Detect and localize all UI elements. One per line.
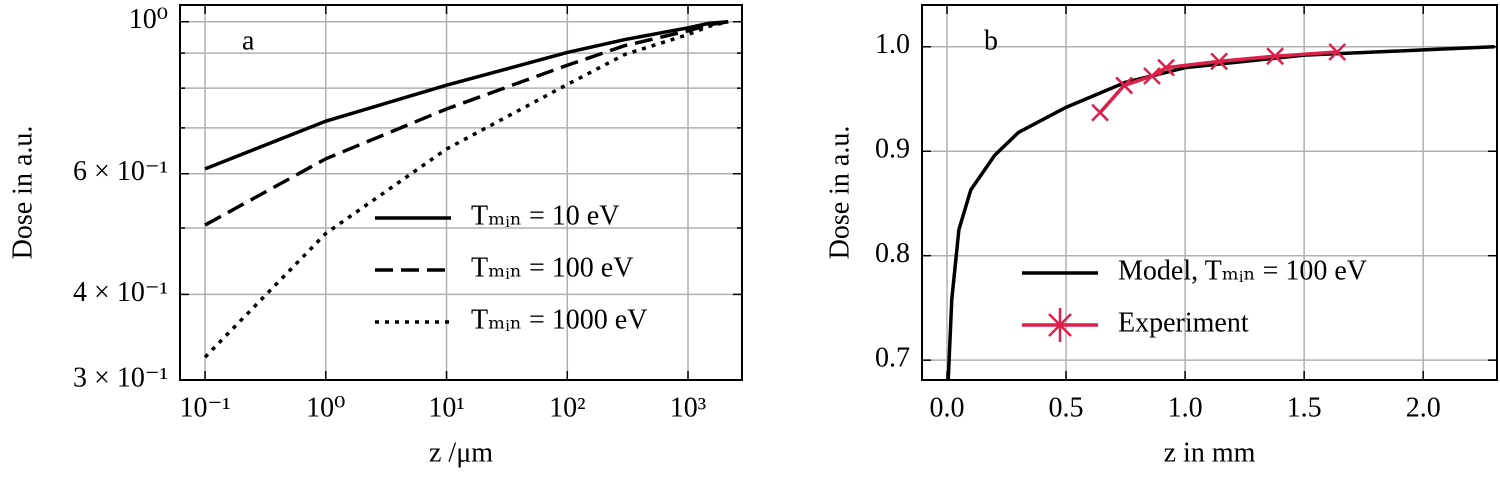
plot-area — [946, 43, 1495, 380]
panel: 10⁻¹ 10⁰ 10¹ 10² 10³ 3 × 10⁻¹ 4 × 10⁻¹ 6 × 10⁻¹… — [7, 4, 743, 468]
x-axis-label: z /μm — [429, 437, 493, 468]
x-tick-label: 10³ — [670, 392, 706, 423]
legend-marker — [1048, 308, 1072, 342]
x-tick-label: 0.5 — [1049, 392, 1084, 423]
y-axis-label: Dose in a.u. — [7, 126, 38, 260]
series-line — [204, 20, 729, 171]
data-marker — [1143, 67, 1161, 85]
legend-label: Experiment — [1118, 307, 1249, 338]
x-tick-label: 10² — [549, 392, 585, 423]
legend-label: Tₘᵢₙ = 10 eV — [471, 200, 619, 231]
data-marker — [1328, 43, 1347, 61]
y-tick-label: 4 × 10⁻¹ — [73, 277, 168, 308]
y-tick-label: 6 × 10⁻¹ — [73, 156, 168, 187]
series-line — [204, 20, 729, 227]
axes-frame — [921, 4, 1498, 381]
data-marker — [1157, 58, 1175, 77]
y-tick-label: 10⁰ — [129, 4, 168, 35]
data-marker — [1115, 76, 1134, 95]
y-axis-label: Dose in a.u. — [824, 126, 855, 260]
panel-label: b — [984, 25, 998, 56]
data-marker — [1091, 103, 1109, 122]
x-tick-label: 10⁻¹ — [179, 392, 230, 423]
x-tick-label: 10⁰ — [306, 392, 345, 423]
axes-frame — [179, 4, 743, 381]
y-tick-label: 0.8 — [875, 238, 910, 269]
x-tick-label: 1.0 — [1168, 392, 1203, 423]
legend-label: Model, Tₘᵢₙ = 100 eV — [1118, 255, 1367, 286]
y-tick-label: 0.7 — [875, 343, 910, 374]
legend-label: Tₘᵢₙ = 1000 eV — [471, 304, 647, 335]
x-tick-label: 0.0 — [930, 392, 965, 423]
x-tick-label: 2.0 — [1406, 392, 1441, 423]
x-tick-label: 10¹ — [428, 392, 464, 423]
series-line — [203, 20, 729, 359]
panel-label: a — [242, 25, 255, 56]
panel: 0.0 0.5 1.0 1.5 2.0 0.7 0.8 0.9 1.0 b z in mm Dose … — [824, 4, 1498, 468]
y-tick-label: 0.9 — [875, 134, 910, 165]
y-tick-label: 3 × 10⁻¹ — [73, 362, 168, 393]
y-tick-label: 1.0 — [875, 29, 910, 60]
plot-area — [203, 20, 729, 359]
data-marker — [1210, 52, 1229, 71]
x-tick-label: 1.5 — [1287, 392, 1322, 423]
legend: Tₘᵢₙ = 10 eV Tₘᵢₙ = 100 eV Tₘᵢₙ = 1000 eV — [375, 200, 647, 335]
legend-label: Tₘᵢₙ = 100 eV — [471, 252, 633, 283]
x-axis-label: z in mm — [1164, 437, 1256, 468]
legend: Model, Tₘᵢₙ = 100 eV Experiment — [1022, 255, 1367, 342]
data-marker — [1266, 47, 1284, 66]
